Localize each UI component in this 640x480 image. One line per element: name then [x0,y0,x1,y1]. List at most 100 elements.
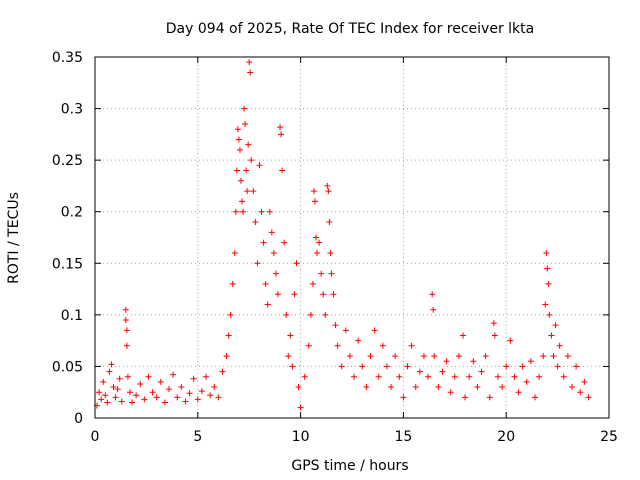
data-point [363,384,370,391]
data-point [581,378,588,385]
data-point [332,322,339,329]
data-point [577,389,584,396]
data-point [420,353,427,360]
y-tick-label: 0.2 [61,205,83,221]
data-point [174,394,181,401]
data-point [536,373,543,380]
data-point [430,306,437,313]
data-point [241,105,248,112]
data-point [523,378,530,385]
x-tick-label: 5 [193,429,202,445]
data-point [279,167,286,174]
x-tick-label: 20 [497,429,515,445]
data-point [474,384,481,391]
data-point [161,399,168,406]
data-point [287,332,294,339]
data-point [455,353,462,360]
data-point [137,380,144,387]
data-point [166,386,173,393]
data-point [122,306,129,313]
data-point [102,392,109,399]
data-point [412,384,419,391]
data-point [283,311,290,318]
data-point [550,353,557,360]
data-point [564,353,571,360]
y-axis-label: ROTI / TECUs [6,192,22,284]
data-point [248,157,255,164]
data-point [266,208,273,215]
data-point [542,301,549,308]
data-point [324,182,331,189]
data-point [293,260,300,267]
data-point [342,327,349,334]
data-point [560,373,567,380]
data-point [211,384,218,391]
data-point [470,358,477,365]
data-point [371,327,378,334]
data-point [182,398,189,405]
data-point [482,353,489,360]
data-point [260,239,267,246]
data-point [262,280,269,287]
data-point [254,260,261,267]
data-point [491,332,498,339]
data-point [235,136,242,143]
data-point [425,373,432,380]
data-point [129,399,136,406]
chart-title: Day 094 of 2025, Rate Of TEC Index for r… [166,21,534,37]
data-point [404,363,411,370]
data-point [507,337,514,344]
data-point [268,229,275,236]
data-point [313,234,320,241]
data-point [170,371,177,378]
data-point [466,373,473,380]
data-point [246,59,253,66]
data-point [243,167,250,174]
data-point [285,353,292,360]
data-point [309,280,316,287]
data-point [568,384,575,391]
y-tick-label: 0.1 [61,308,83,324]
data-point [400,394,407,401]
data-point [258,208,265,215]
data-point [494,373,501,380]
data-point [272,270,279,277]
data-point [447,389,454,396]
data-point [326,219,333,226]
data-point [219,368,226,375]
x-tick-label: 15 [394,429,412,445]
data-point [186,390,193,397]
data-point [486,394,493,401]
data-point [133,392,140,399]
data-point [104,399,111,406]
y-tick-label: 0.15 [52,256,83,272]
data-point [546,311,553,318]
y-tick-label: 0.3 [61,102,83,118]
data-point [462,394,469,401]
data-point [320,291,327,298]
data-point [328,270,335,277]
data-point [98,396,105,403]
data-point [545,280,552,287]
data-point [318,270,325,277]
data-point [515,389,522,396]
data-point [554,363,561,370]
data-point [478,368,485,375]
data-point [314,249,321,256]
data-point [123,342,130,349]
data-point [149,389,156,396]
data-point [429,291,436,298]
x-tick-label: 0 [91,429,100,445]
data-point [278,131,285,138]
data-point [157,378,164,385]
data-point [379,342,386,349]
data-point [355,337,362,344]
data-point [322,311,329,318]
data-point [207,392,214,399]
data-point [291,291,298,298]
data-point [544,265,551,272]
y-tick-labels: 0 0.05 0.1 0.15 0.2 0.25 0.3 0.35 [52,50,83,427]
data-point [225,332,232,339]
data-point [519,363,526,370]
data-point [289,363,296,370]
